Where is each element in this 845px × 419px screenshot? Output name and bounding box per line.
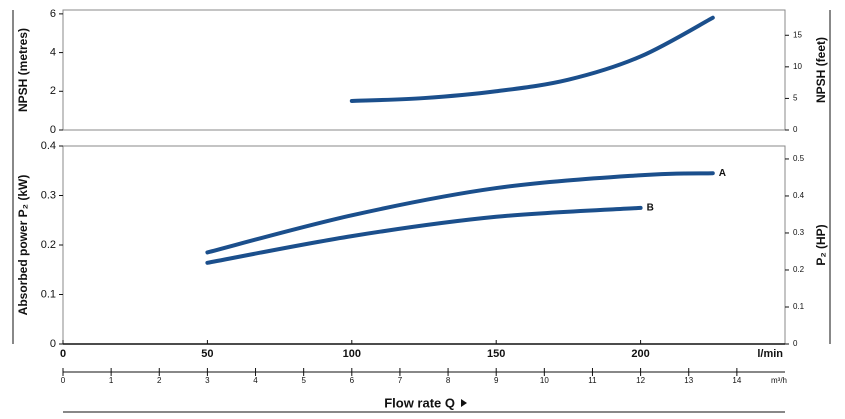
y2-tick-label: 10 (793, 62, 802, 71)
line (205, 205, 643, 265)
x2-tick-label: 9 (494, 376, 499, 385)
y2-tick-label: 15 (793, 30, 802, 39)
y2-tick-label: 0.3 (793, 228, 805, 237)
x2-tick-label: 0 (61, 376, 66, 385)
y-tick-label: 2 (50, 85, 56, 97)
x-tick-label: 100 (343, 348, 361, 360)
y-axis-label: Absorbed power P₂ (kW) (16, 175, 30, 316)
x2-tick-label: 7 (398, 376, 403, 385)
x2-tick-label: 1 (109, 376, 114, 385)
y-axis-label: NPSH (metres) (16, 28, 30, 112)
x2-tick-label: 3 (205, 376, 210, 385)
x2-tick-label: 4 (253, 376, 258, 385)
x2-tick-label: 14 (732, 376, 741, 385)
series-label: A (719, 168, 726, 179)
y-tick-label: 0.3 (41, 189, 56, 201)
x-title: Flow rate Q (384, 395, 455, 410)
y2-tick-label: 0.4 (793, 191, 805, 200)
y2-tick-label: 0 (793, 125, 798, 134)
x2-tick-label: 5 (301, 376, 306, 385)
y-tick-label: 0 (50, 338, 56, 350)
bottom-frame (62, 145, 786, 345)
line (205, 171, 715, 255)
x-tick-label: 200 (631, 348, 649, 360)
x2-axis-label: m³/h (771, 376, 787, 385)
y2-tick-label: 0.5 (793, 154, 805, 163)
x2-tick-label: 10 (540, 376, 549, 385)
top-frame (62, 9, 786, 131)
x2-tick-label: 11 (588, 376, 597, 385)
y2-axis-label: NPSH (feet) (814, 37, 828, 103)
x-axis-label: l/min (757, 348, 783, 360)
x-tick-label: 50 (201, 348, 213, 360)
x2-tick-label: 6 (350, 376, 355, 385)
y-tick-label: 0 (50, 124, 56, 136)
y-tick-label: 4 (50, 46, 56, 58)
x2-tick-label: 8 (446, 376, 451, 385)
x2-tick-label: 13 (684, 376, 693, 385)
x-tick-label: 0 (60, 348, 66, 360)
x2-tick-label: 12 (636, 376, 645, 385)
x-tick-label: 150 (487, 348, 505, 360)
line (349, 15, 715, 103)
x2-tick-label: 2 (157, 376, 162, 385)
y-tick-label: 0.2 (41, 239, 56, 251)
y2-tick-label: 0.1 (793, 302, 805, 311)
y2-tick-label: 0.2 (793, 265, 805, 274)
y2-axis-label: P₂ (HP) (814, 224, 828, 265)
y2-tick-label: 5 (793, 94, 798, 103)
y2-tick-label: 0 (793, 339, 798, 348)
y-tick-label: 6 (50, 8, 56, 20)
y-tick-label: 0.1 (41, 288, 56, 300)
arrow (461, 399, 467, 407)
y-tick-label: 0.4 (41, 140, 56, 152)
series-label: B (647, 203, 654, 214)
